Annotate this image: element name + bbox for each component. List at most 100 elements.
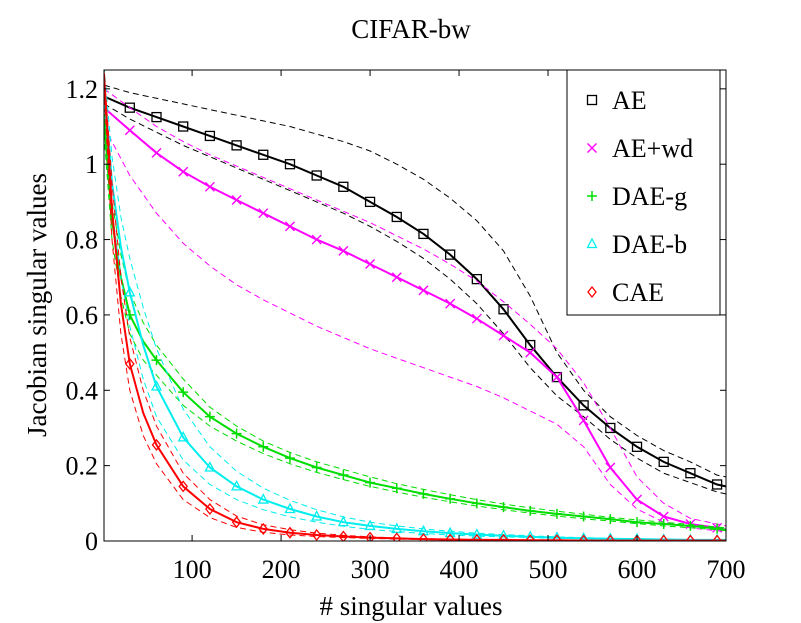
data-point — [498, 533, 509, 541]
data-point — [151, 355, 162, 366]
data-point — [444, 526, 456, 538]
data-point — [284, 159, 296, 170]
x-tick-label: 200 — [262, 555, 301, 584]
data-point — [444, 249, 456, 260]
data-point — [178, 166, 189, 177]
data-point — [124, 309, 135, 320]
data-point — [311, 528, 322, 541]
data-point — [578, 415, 589, 426]
data-point — [605, 514, 616, 525]
data-point — [204, 411, 215, 422]
data-point — [551, 508, 562, 519]
data-point — [205, 502, 215, 516]
series-upper-bound — [104, 103, 726, 529]
data-point — [498, 304, 509, 315]
legend-label: CAE — [612, 278, 664, 307]
data-point — [632, 517, 643, 528]
data-point — [525, 505, 536, 516]
data-point — [471, 313, 482, 324]
data-point — [445, 298, 456, 309]
data-point — [391, 483, 402, 494]
data-point — [551, 531, 563, 541]
legend-marker — [587, 191, 597, 201]
y-tick-label: 0.6 — [66, 301, 99, 330]
data-point — [364, 196, 376, 208]
series-ae — [104, 84, 726, 495]
y-tick-label: 1 — [85, 150, 98, 179]
chart-title: CIFAR-bw — [351, 14, 471, 44]
y-tick-label: 0 — [85, 527, 98, 556]
data-point — [471, 273, 482, 285]
data-point — [204, 130, 216, 142]
legend-entry: DAE-g — [587, 182, 687, 211]
y-tick-label: 0.4 — [66, 376, 99, 405]
data-point — [284, 221, 295, 232]
legend-entry: AE — [586, 86, 647, 115]
data-point — [605, 534, 616, 541]
data-point — [151, 438, 162, 451]
data-point — [364, 519, 376, 531]
data-point — [365, 477, 376, 488]
series-lower-bound — [104, 103, 726, 495]
legend: AE AE+wd DAE-g DAE-b CAE — [566, 69, 721, 316]
data-point — [498, 330, 509, 341]
data-point — [418, 533, 429, 541]
series-lower-bound — [104, 126, 726, 533]
data-point — [471, 528, 483, 539]
data-point — [418, 228, 429, 240]
legend-label: AE+wd — [612, 134, 693, 163]
legend-entry: AE+wd — [587, 134, 693, 163]
data-point — [525, 339, 536, 351]
data-point — [578, 534, 589, 541]
data-point — [178, 387, 189, 398]
legend-marker — [586, 94, 598, 106]
legend-label: DAE-b — [612, 230, 687, 259]
series-ae-wd — [104, 88, 726, 533]
data-point — [258, 208, 269, 219]
data-point — [338, 470, 349, 481]
axes-layer: 100 200 300 400 500 600 700 0 0.2 0.4 0.6 0.8 1 1.2 — [66, 69, 746, 584]
data-point — [658, 519, 669, 530]
data-point — [258, 522, 269, 535]
data-point — [150, 380, 163, 391]
data-point — [311, 462, 322, 473]
x-tick-label: 500 — [529, 555, 568, 584]
series-dae-b — [104, 70, 726, 541]
data-point — [231, 428, 242, 439]
data-point — [151, 111, 162, 123]
data-point — [365, 531, 375, 541]
series-upper-bound — [104, 88, 726, 527]
data-point — [525, 534, 536, 541]
data-point — [445, 533, 455, 541]
data-point — [231, 195, 242, 205]
data-point — [151, 147, 162, 158]
data-point — [257, 493, 269, 504]
data-point — [178, 480, 189, 493]
data-point — [578, 511, 589, 522]
data-point — [338, 530, 349, 541]
legend-marker — [587, 285, 597, 299]
data-point — [311, 170, 322, 181]
data-point — [445, 493, 456, 504]
data-point — [285, 526, 295, 539]
data-point — [605, 422, 616, 434]
data-point — [658, 534, 669, 541]
data-point — [391, 211, 402, 223]
data-point — [231, 479, 243, 491]
data-point — [685, 468, 696, 479]
data-point — [258, 149, 269, 160]
data-point — [712, 523, 723, 534]
data-point — [578, 400, 589, 411]
legend-entry: CAE — [587, 278, 664, 307]
data-point — [632, 494, 643, 505]
data-point — [124, 357, 135, 370]
series-line — [104, 81, 726, 541]
data-point — [204, 181, 215, 192]
data-point — [605, 462, 616, 473]
legend-label: DAE-g — [612, 182, 687, 211]
data-point — [498, 502, 509, 513]
x-tick-label: 100 — [173, 555, 212, 584]
data-point — [658, 511, 669, 522]
y-tick-label: 1.2 — [66, 75, 99, 104]
